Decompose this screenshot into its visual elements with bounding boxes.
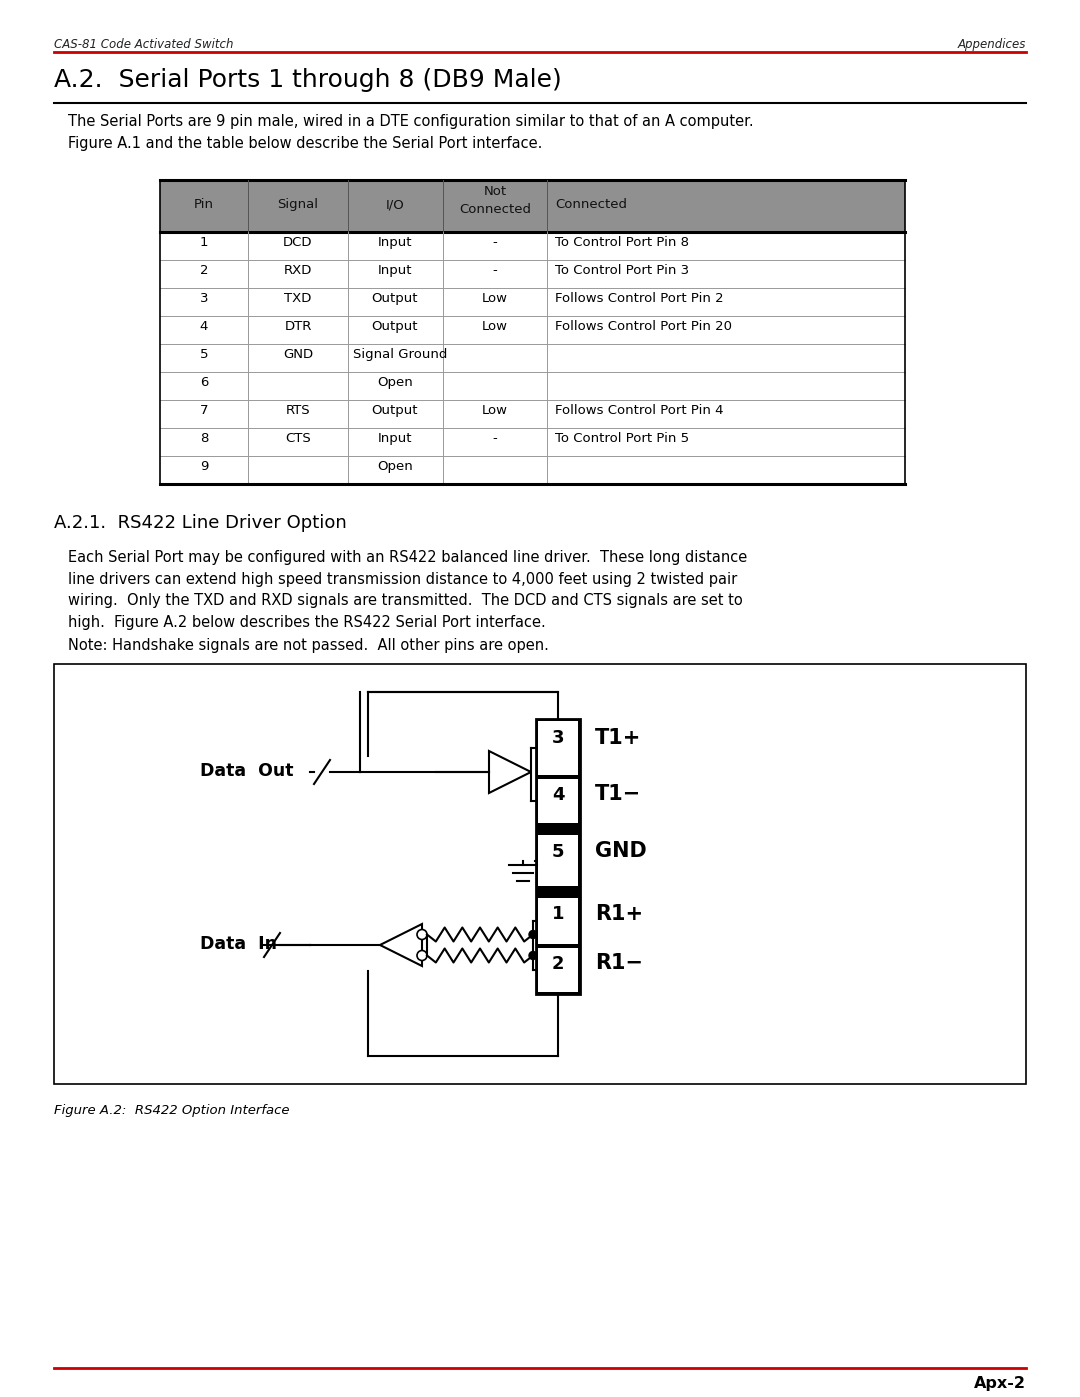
Text: Low: Low — [482, 292, 508, 305]
Text: DCD: DCD — [283, 236, 313, 249]
Text: CAS-81 Code Activated Switch: CAS-81 Code Activated Switch — [54, 38, 233, 52]
Text: 5: 5 — [552, 842, 564, 861]
Text: Note: Handshake signals are not passed.  All other pins are open.: Note: Handshake signals are not passed. … — [68, 638, 549, 652]
Text: Apx-2: Apx-2 — [974, 1376, 1026, 1391]
Text: Follows Control Port Pin 4: Follows Control Port Pin 4 — [555, 404, 724, 416]
Text: 2: 2 — [200, 264, 208, 277]
Text: R1−: R1− — [595, 953, 643, 974]
Text: DTR: DTR — [284, 320, 312, 332]
Text: The Serial Ports are 9 pin male, wired in a DTE configuration similar to that of: The Serial Ports are 9 pin male, wired i… — [68, 115, 754, 151]
Text: -: - — [492, 432, 498, 446]
Text: Output: Output — [372, 292, 418, 305]
Bar — [538, 949, 578, 992]
Text: Open: Open — [377, 460, 413, 474]
Text: GND: GND — [595, 841, 647, 861]
Polygon shape — [380, 923, 422, 965]
Bar — [538, 835, 578, 886]
Text: GND: GND — [283, 348, 313, 360]
Bar — [538, 721, 578, 775]
Text: I/O: I/O — [386, 198, 404, 211]
Text: Input: Input — [378, 264, 413, 277]
Text: A.2.  Serial Ports 1 through 8 (DB9 Male): A.2. Serial Ports 1 through 8 (DB9 Male) — [54, 68, 562, 92]
Text: To Control Port Pin 3: To Control Port Pin 3 — [555, 264, 689, 277]
Text: Input: Input — [378, 432, 413, 446]
Text: Each Serial Port may be configured with an RS422 balanced line driver.  These lo: Each Serial Port may be configured with … — [68, 550, 747, 630]
Circle shape — [417, 929, 427, 940]
Text: Signal: Signal — [278, 198, 319, 211]
Text: R1+: R1+ — [595, 904, 643, 923]
Text: 4: 4 — [552, 785, 564, 803]
Circle shape — [529, 951, 537, 960]
Text: Signal Ground: Signal Ground — [353, 348, 447, 360]
Text: 7: 7 — [200, 404, 208, 416]
Text: To Control Port Pin 5: To Control Port Pin 5 — [555, 432, 689, 446]
Text: Data  In: Data In — [200, 935, 276, 953]
Text: Open: Open — [377, 376, 413, 388]
Text: CTS: CTS — [285, 432, 311, 446]
Text: T1−: T1− — [595, 784, 642, 805]
Text: 9: 9 — [200, 460, 208, 474]
Text: 1: 1 — [200, 236, 208, 249]
Text: 8: 8 — [200, 432, 208, 446]
Text: A.2.1.  RS422 Line Driver Option: A.2.1. RS422 Line Driver Option — [54, 514, 347, 532]
Text: -: - — [492, 236, 498, 249]
Text: 5: 5 — [200, 348, 208, 360]
Text: Appendices: Appendices — [958, 38, 1026, 52]
Text: Low: Low — [482, 320, 508, 332]
Bar — [54, 664, 1026, 1084]
Text: 6: 6 — [200, 376, 208, 388]
Text: Not: Not — [484, 184, 507, 198]
Text: To Control Port Pin 8: To Control Port Pin 8 — [555, 236, 689, 249]
Text: 3: 3 — [200, 292, 208, 305]
Text: T1+: T1+ — [595, 728, 642, 747]
Text: -: - — [492, 264, 498, 277]
Text: Input: Input — [378, 236, 413, 249]
Bar — [538, 780, 578, 823]
Text: RTS: RTS — [286, 404, 310, 416]
Text: Low: Low — [482, 404, 508, 416]
Text: TXD: TXD — [284, 292, 312, 305]
Text: Figure A.2:  RS422 Option Interface: Figure A.2: RS422 Option Interface — [54, 1104, 289, 1118]
Text: Follows Control Port Pin 20: Follows Control Port Pin 20 — [555, 320, 732, 332]
Circle shape — [417, 950, 427, 961]
Bar — [538, 898, 578, 944]
Text: Pin: Pin — [194, 198, 214, 211]
Text: 1: 1 — [552, 905, 564, 923]
Text: Connected: Connected — [459, 203, 531, 217]
Text: 3: 3 — [552, 729, 564, 747]
Text: Data  Out: Data Out — [200, 761, 294, 780]
Text: Output: Output — [372, 404, 418, 416]
Text: Connected: Connected — [555, 198, 627, 211]
Circle shape — [529, 930, 537, 939]
Text: 4: 4 — [200, 320, 208, 332]
Text: 2: 2 — [552, 954, 564, 972]
Bar — [160, 180, 905, 232]
Polygon shape — [489, 752, 531, 793]
Text: Output: Output — [372, 320, 418, 332]
Text: Follows Control Port Pin 2: Follows Control Port Pin 2 — [555, 292, 724, 305]
Text: RXD: RXD — [284, 264, 312, 277]
Bar — [536, 719, 580, 995]
